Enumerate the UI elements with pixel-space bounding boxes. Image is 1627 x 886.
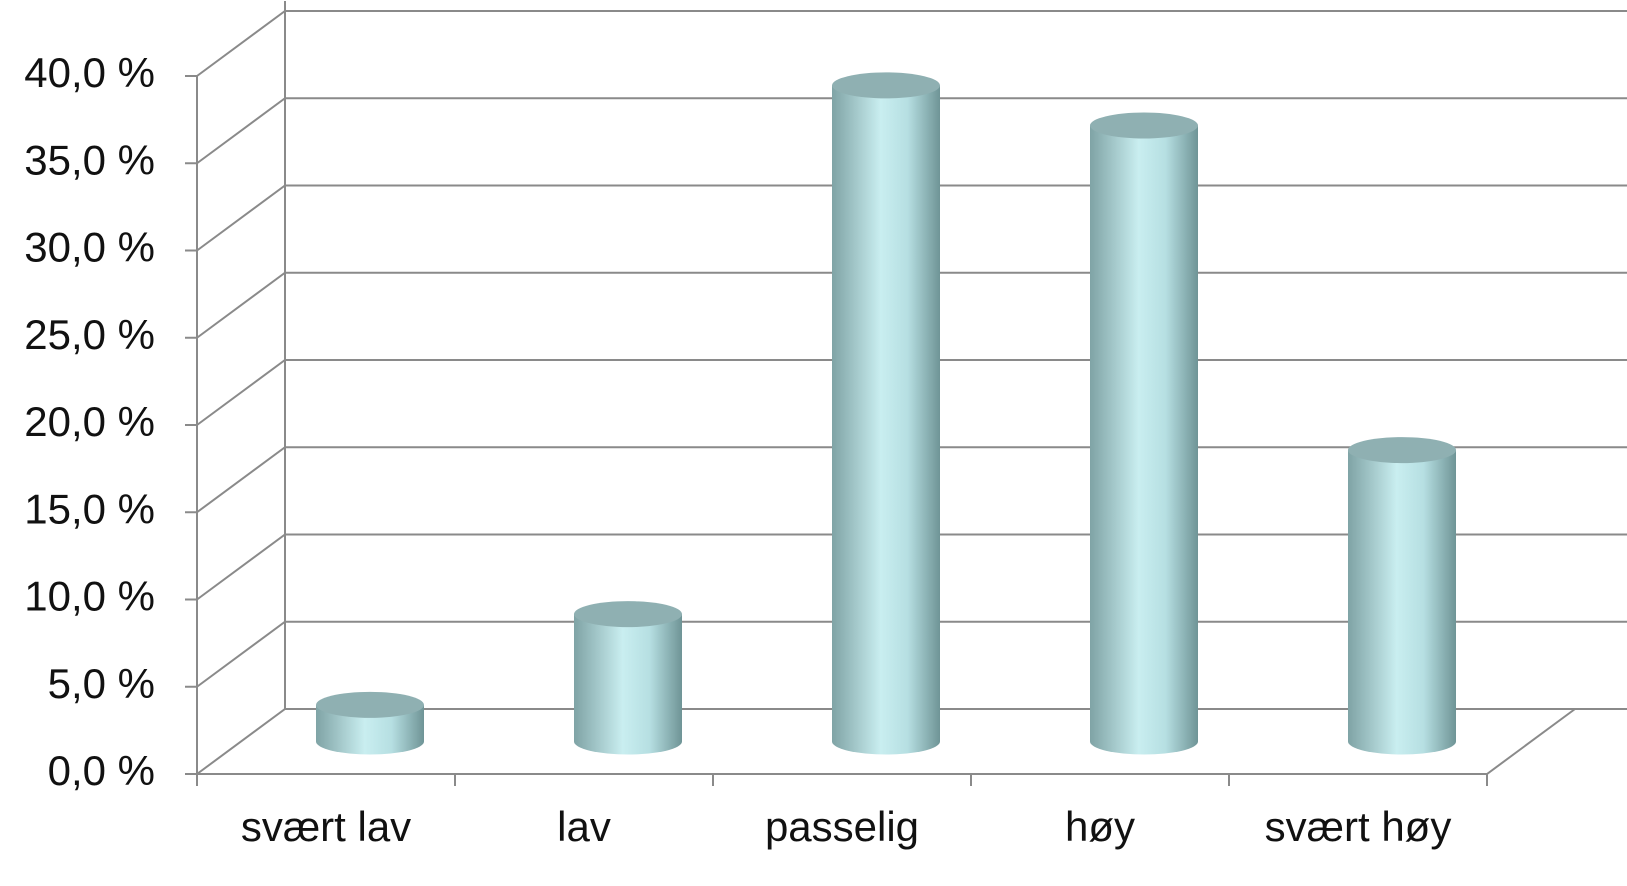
- grid-line: [196, 97, 1627, 165]
- bar-top: [1348, 437, 1456, 464]
- bar-top: [574, 601, 682, 628]
- bar: [574, 614, 682, 742]
- y-tick-label: 35,0 %: [24, 136, 155, 183]
- bar: [832, 85, 940, 742]
- bar-top: [316, 691, 424, 718]
- grid-line: [196, 10, 1627, 77]
- x-tick-label: lav: [557, 803, 611, 850]
- y-tick-label: 0,0 %: [48, 747, 155, 794]
- y-tick-label: 15,0 %: [24, 485, 155, 532]
- bar-top: [1090, 112, 1198, 139]
- y-tick-label: 10,0 %: [24, 573, 155, 620]
- y-tick-label: 20,0 %: [24, 398, 155, 445]
- y-tick-label: 5,0 %: [48, 660, 155, 707]
- x-tick-label: svært lav: [241, 803, 411, 850]
- x-tick-label: passelig: [765, 803, 919, 850]
- x-tick-label: svært høy: [1265, 803, 1452, 850]
- y-tick-label: 25,0 %: [24, 311, 155, 358]
- bar-top: [832, 72, 940, 99]
- bar: [1090, 125, 1198, 742]
- y-tick-label: 30,0 %: [24, 224, 155, 271]
- x-tick-label: høy: [1065, 803, 1135, 850]
- bar: [1348, 450, 1456, 742]
- y-tick-label: 40,0 %: [24, 49, 155, 96]
